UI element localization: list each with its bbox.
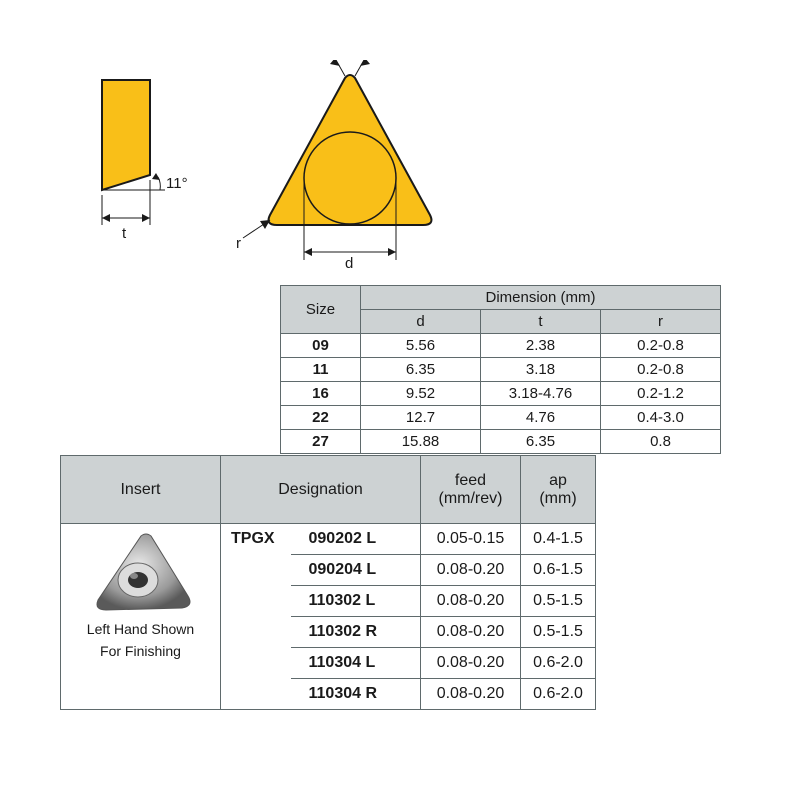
d-cell: 12.7 bbox=[361, 406, 481, 430]
table-row: 169.523.18-4.760.2-1.2 bbox=[281, 382, 721, 406]
r-cell: 0.8 bbox=[601, 430, 721, 454]
d-cell: 15.88 bbox=[361, 430, 481, 454]
feed-cell: 0.08-0.20 bbox=[421, 555, 521, 586]
ap-cell: 0.5-1.5 bbox=[521, 617, 596, 648]
feed-cell: 0.08-0.20 bbox=[421, 586, 521, 617]
designation-col-header: Designation bbox=[221, 456, 421, 524]
ap-cell: 0.6-2.0 bbox=[521, 679, 596, 710]
technical-diagrams: 11° t 60° r bbox=[80, 60, 640, 280]
insert-caption-2: For Finishing bbox=[100, 642, 181, 660]
insert-photo-icon bbox=[86, 530, 196, 616]
dim-dimension-header: Dimension (mm) bbox=[361, 286, 721, 310]
d-cell: 6.35 bbox=[361, 358, 481, 382]
r-cell: 0.4-3.0 bbox=[601, 406, 721, 430]
r-cell: 0.2-0.8 bbox=[601, 334, 721, 358]
t-cell: 3.18 bbox=[481, 358, 601, 382]
size-cell: 16 bbox=[281, 382, 361, 406]
ap-cell: 0.4-1.5 bbox=[521, 524, 596, 555]
designation-code: 110302 L bbox=[291, 586, 421, 617]
top-view-diagram: 60° r d bbox=[236, 60, 431, 272]
dimension-table: Size Dimension (mm) d t r 095.562.380.2-… bbox=[280, 285, 721, 454]
table-row: Left Hand ShownFor FinishingTPGX090202 L… bbox=[61, 524, 596, 555]
d-cell: 9.52 bbox=[361, 382, 481, 406]
dim-col-t: t bbox=[481, 310, 601, 334]
radius-label: r bbox=[236, 235, 241, 252]
t-cell: 6.35 bbox=[481, 430, 601, 454]
insert-col-header: Insert bbox=[61, 456, 221, 524]
feed-cell: 0.08-0.20 bbox=[421, 679, 521, 710]
r-cell: 0.2-0.8 bbox=[601, 358, 721, 382]
dim-col-d: d bbox=[361, 310, 481, 334]
size-cell: 11 bbox=[281, 358, 361, 382]
t-cell: 2.38 bbox=[481, 334, 601, 358]
insert-table: Insert Designation feed (mm/rev) ap (mm)… bbox=[60, 455, 596, 710]
dim-col-r: r bbox=[601, 310, 721, 334]
size-cell: 27 bbox=[281, 430, 361, 454]
t-cell: 3.18-4.76 bbox=[481, 382, 601, 406]
insert-image-cell: Left Hand Shown For Finishing bbox=[61, 524, 221, 710]
table-row: 116.353.180.2-0.8 bbox=[281, 358, 721, 382]
ap-cell: 0.5-1.5 bbox=[521, 586, 596, 617]
side-angle-label: 11° bbox=[166, 175, 188, 192]
feed-col-header: feed (mm/rev) bbox=[421, 456, 521, 524]
designation-code: 110304 R bbox=[291, 679, 421, 710]
size-cell: 09 bbox=[281, 334, 361, 358]
insert-caption-1: Left Hand Shown bbox=[87, 620, 194, 638]
table-row: 2715.886.350.8 bbox=[281, 430, 721, 454]
thickness-label: t bbox=[122, 225, 127, 242]
t-cell: 4.76 bbox=[481, 406, 601, 430]
designation-code: 110302 R bbox=[291, 617, 421, 648]
designation-code: 110304 L bbox=[291, 648, 421, 679]
ap-cell: 0.6-1.5 bbox=[521, 555, 596, 586]
feed-cell: 0.08-0.20 bbox=[421, 617, 521, 648]
designation-prefix: TPGX bbox=[221, 524, 291, 710]
feed-cell: 0.08-0.20 bbox=[421, 648, 521, 679]
diagram-area: 11° t 60° r bbox=[80, 60, 640, 280]
ap-cell: 0.6-2.0 bbox=[521, 648, 596, 679]
dim-size-header: Size bbox=[281, 286, 361, 334]
inscribed-label: d bbox=[345, 255, 353, 272]
d-cell: 5.56 bbox=[361, 334, 481, 358]
designation-code: 090204 L bbox=[291, 555, 421, 586]
feed-cell: 0.05-0.15 bbox=[421, 524, 521, 555]
table-row: 2212.74.760.4-3.0 bbox=[281, 406, 721, 430]
side-view-diagram: 11° t bbox=[102, 80, 188, 242]
designation-code: 090202 L bbox=[291, 524, 421, 555]
r-cell: 0.2-1.2 bbox=[601, 382, 721, 406]
ap-col-header: ap (mm) bbox=[521, 456, 596, 524]
size-cell: 22 bbox=[281, 406, 361, 430]
table-row: 095.562.380.2-0.8 bbox=[281, 334, 721, 358]
